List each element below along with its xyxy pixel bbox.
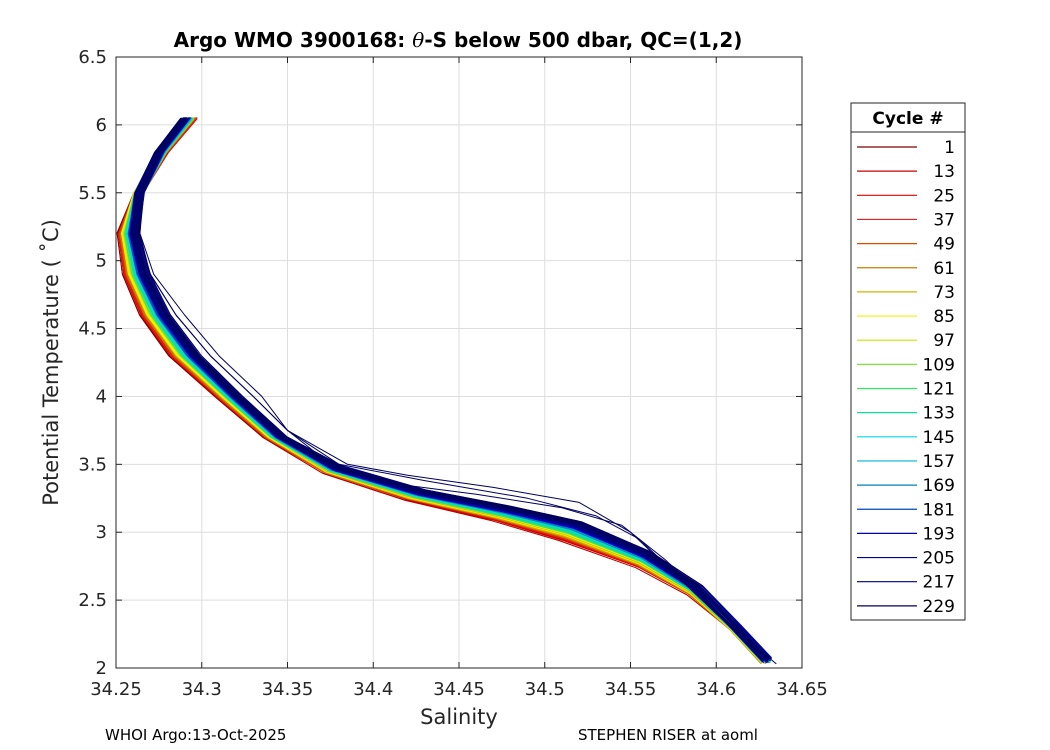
profile-line <box>131 117 764 661</box>
x-tick-label: 34.55 <box>605 679 657 700</box>
y-tick-label: 5 <box>96 251 107 272</box>
legend-label: 205 <box>923 549 955 569</box>
y-tick-label: 4 <box>96 386 107 407</box>
x-tick-label: 34.3 <box>182 679 222 700</box>
y-tick-label: 6.5 <box>78 47 107 68</box>
legend-label: 37 <box>933 210 955 230</box>
axis-ticks: 34.25 34.3 34.35 34.4 34.45 34.5 34.55 34.6 34.6… <box>78 47 827 700</box>
y-tick-label: 3 <box>96 522 107 543</box>
x-tick-label: 34.45 <box>433 679 485 700</box>
y-tick-label: 2.5 <box>78 590 107 611</box>
profile-line <box>133 117 765 659</box>
legend-label: 85 <box>933 307 955 327</box>
legend-label: 229 <box>923 597 955 617</box>
x-tick-label: 34.6 <box>696 679 736 700</box>
legend-label: 73 <box>933 283 955 303</box>
legend-label: 25 <box>933 186 955 206</box>
legend-label: 1 <box>944 138 955 158</box>
legend-label: 61 <box>933 259 955 279</box>
y-tick-label: 6 <box>96 115 107 136</box>
legend-label: 145 <box>923 428 955 448</box>
chart-title: Argo WMO 3900168: θ-S below 500 dbar, QC… <box>174 28 743 52</box>
legend-label: 109 <box>923 355 955 375</box>
x-axis-label: Salinity <box>420 705 498 729</box>
legend-label: 49 <box>933 235 955 255</box>
x-tick-label: 34.4 <box>353 679 393 700</box>
profile-line <box>131 117 764 661</box>
y-tick-label: 4.5 <box>78 319 107 340</box>
legend-title: Cycle # <box>872 109 943 129</box>
footer-left-text: WHOI Argo:13-Oct-2025 <box>105 726 287 744</box>
x-tick-label: 34.65 <box>776 679 828 700</box>
legend-label: 181 <box>923 500 955 520</box>
footer-right-text: STEPHEN RISER at aoml <box>578 726 758 744</box>
legend-label: 97 <box>933 331 955 351</box>
legend-label: 121 <box>923 380 955 400</box>
x-tick-label: 34.35 <box>262 679 314 700</box>
x-tick-label: 34.5 <box>525 679 565 700</box>
legend-label: 169 <box>923 476 955 496</box>
y-tick-label: 2 <box>96 658 107 679</box>
legend-label: 217 <box>923 573 955 593</box>
legend-label: 133 <box>923 404 955 424</box>
profile-line-outlier <box>139 119 769 662</box>
legend: Cycle # 1 13 25 37 49 61 73 85 97 109 121 133 145 157… <box>850 102 966 621</box>
legend-label: 157 <box>923 452 955 472</box>
profile-lines <box>116 117 777 665</box>
y-tick-label: 3.5 <box>78 454 107 475</box>
x-tick-label: 34.25 <box>90 679 142 700</box>
legend-label: 193 <box>923 524 955 544</box>
y-tick-label: 5.5 <box>78 183 107 204</box>
legend-label: 13 <box>933 162 955 182</box>
y-axis-label: Potential Temperature ( ˚C) <box>39 219 63 506</box>
